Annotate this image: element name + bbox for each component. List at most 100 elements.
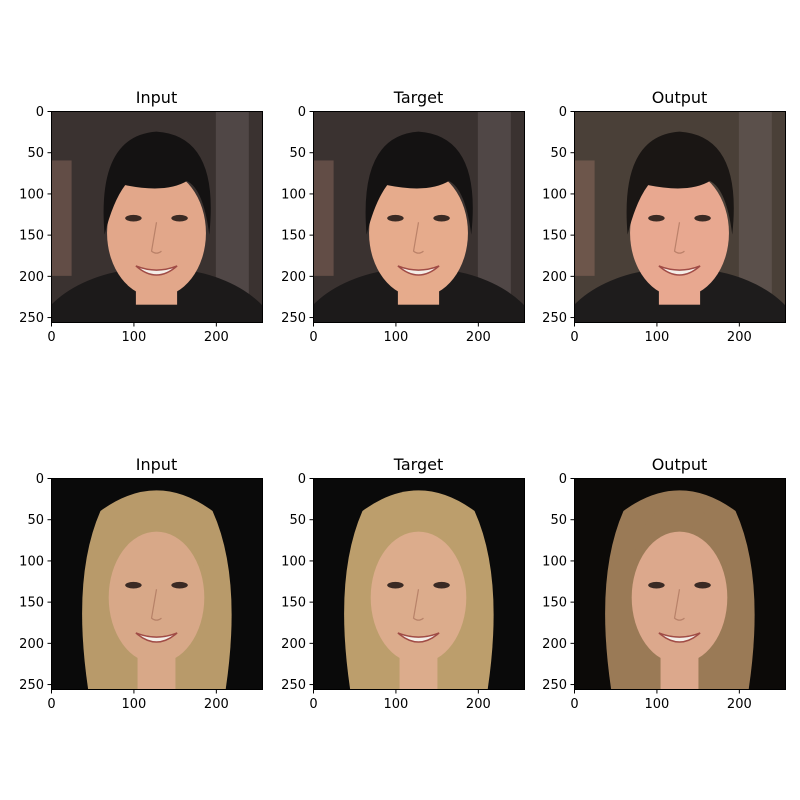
eye (387, 581, 404, 589)
eye (694, 581, 711, 589)
y-tick-label: 200 (542, 270, 567, 285)
subplot-title: Input (136, 455, 177, 474)
y-tick-label: 150 (542, 229, 567, 244)
y-tick-label: 250 (542, 311, 567, 326)
y-tick-label: 150 (19, 229, 44, 244)
y-tick-label: 0 (36, 105, 44, 120)
hair-top (631, 502, 728, 569)
y-tick-label: 100 (19, 187, 44, 202)
subplot-4: Input 0 100 200 0 50 100 150 200 250 (19, 455, 263, 712)
eye (694, 214, 711, 222)
hair (365, 131, 473, 235)
subplot-title: Target (393, 455, 444, 474)
subplot-image (51, 478, 262, 689)
x-tick-label: 0 (309, 330, 317, 345)
y-tick-label: 100 (281, 554, 306, 569)
eye (125, 214, 142, 222)
axes-frame (574, 111, 786, 323)
mouth (135, 265, 178, 276)
y-tick-label: 50 (550, 146, 567, 161)
mouth (397, 632, 440, 643)
y-tick-label: 150 (281, 596, 306, 611)
subplot-2: Target 0 100 200 0 50 100 150 200 250 (281, 88, 525, 345)
y-tick-label: 0 (298, 105, 306, 120)
subplot-title: Input (136, 88, 177, 107)
y-tick-label: 150 (542, 596, 567, 611)
subplot-image (313, 111, 524, 322)
y-tick-label: 0 (559, 472, 567, 487)
hair-top (108, 502, 205, 569)
x-tick-label: 200 (466, 330, 491, 345)
subplot-image (574, 111, 785, 322)
axes-frame (313, 111, 525, 323)
face (631, 531, 728, 664)
subplot-6: Output 0 100 200 0 50 100 150 200 250 (542, 455, 786, 712)
axes-frame (313, 478, 525, 690)
x-tick-label: 200 (727, 330, 752, 345)
y-tick-label: 100 (281, 187, 306, 202)
y-tick-label: 50 (27, 513, 44, 528)
y-tick-label: 100 (542, 187, 567, 202)
y-tick-label: 150 (281, 229, 306, 244)
hair-top (370, 502, 467, 569)
y-tick-label: 200 (19, 637, 44, 652)
y-tick-label: 150 (19, 596, 44, 611)
hair (626, 131, 734, 235)
nose (412, 222, 424, 254)
x-tick-label: 200 (727, 697, 752, 712)
background-detail (574, 160, 595, 276)
subplot-3: Output 0 100 200 0 50 100 150 200 250 (542, 88, 786, 345)
y-tick-label: 250 (19, 311, 44, 326)
mouth (135, 632, 178, 643)
nose (673, 222, 685, 254)
eye (387, 214, 404, 222)
x-tick-label: 0 (47, 330, 55, 345)
subplot-1: Input 0 100 200 0 50 100 150 200 250 (19, 88, 263, 345)
y-tick-label: 250 (281, 678, 306, 693)
y-tick-label: 0 (298, 472, 306, 487)
x-tick-label: 100 (384, 697, 409, 712)
y-tick-label: 100 (542, 554, 567, 569)
nose (673, 589, 685, 621)
mouth (658, 265, 701, 276)
hair (103, 131, 211, 235)
x-tick-label: 200 (466, 697, 491, 712)
face (630, 168, 729, 298)
y-tick-label: 100 (19, 554, 44, 569)
background-detail (313, 160, 334, 276)
y-tick-label: 50 (289, 513, 306, 528)
face (370, 531, 467, 664)
mouth (397, 265, 440, 276)
x-tick-label: 200 (204, 330, 229, 345)
axes-frame (51, 111, 263, 323)
x-tick-label: 200 (204, 697, 229, 712)
face (369, 168, 468, 298)
subplot-image (574, 478, 785, 689)
eye (648, 581, 665, 589)
eye (433, 581, 450, 589)
x-tick-label: 0 (570, 330, 578, 345)
x-tick-label: 100 (384, 330, 409, 345)
y-tick-label: 250 (542, 678, 567, 693)
face (107, 168, 206, 298)
y-tick-label: 50 (550, 513, 567, 528)
x-tick-label: 0 (570, 697, 578, 712)
y-tick-label: 0 (559, 105, 567, 120)
y-tick-label: 0 (36, 472, 44, 487)
eye (433, 214, 450, 222)
y-tick-label: 250 (19, 678, 44, 693)
eye (648, 214, 665, 222)
nose (412, 589, 424, 621)
x-tick-label: 0 (309, 697, 317, 712)
y-tick-label: 50 (289, 146, 306, 161)
face (108, 531, 205, 664)
background-detail (51, 160, 72, 276)
y-tick-label: 200 (281, 637, 306, 652)
subplot-title: Output (652, 88, 708, 107)
subplot-title: Target (393, 88, 444, 107)
subplot-image (51, 111, 262, 322)
nose (150, 589, 162, 621)
x-tick-label: 100 (645, 330, 670, 345)
eye (171, 581, 188, 589)
y-tick-label: 250 (281, 311, 306, 326)
